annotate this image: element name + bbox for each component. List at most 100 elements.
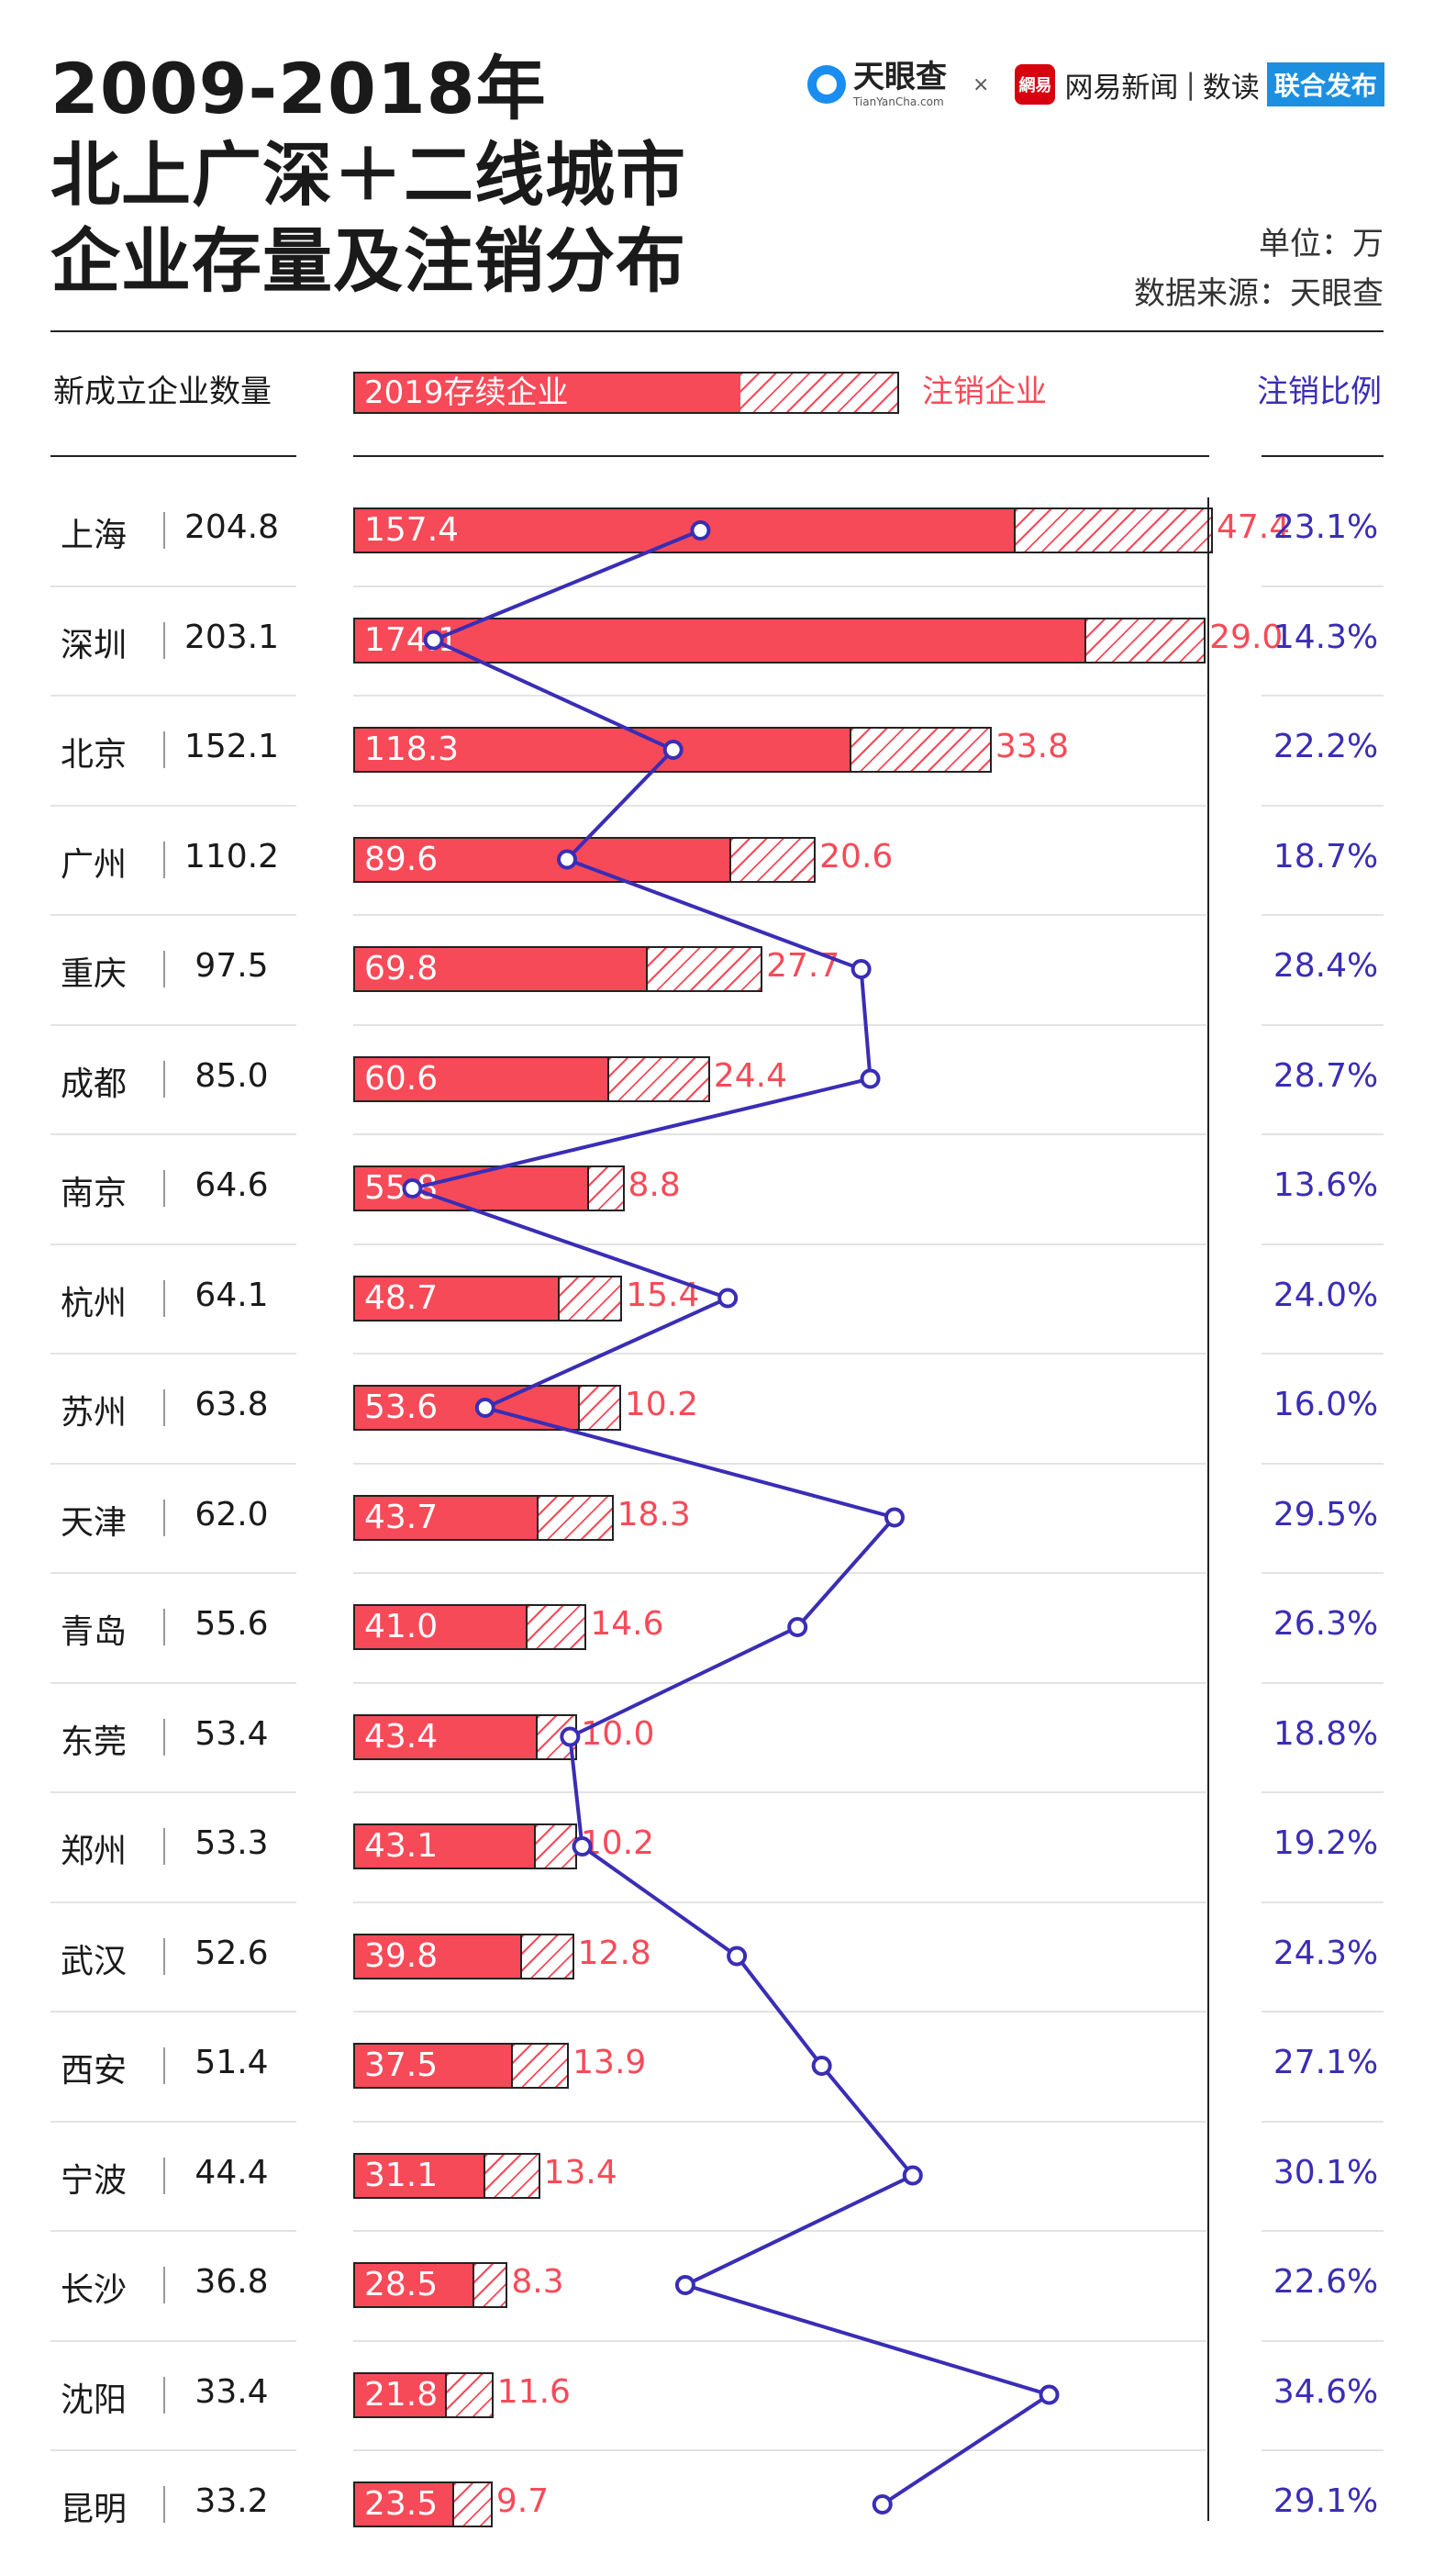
cancelled-value: 12.8 [577, 1934, 651, 1972]
surviving-bar: 89.6 [353, 836, 729, 883]
cancelled-value: 10.0 [581, 1714, 655, 1753]
cancelled-bar [520, 1933, 574, 1979]
ratio-point [811, 2056, 832, 2076]
row-divider-right [1262, 2120, 1384, 2123]
row-divider-middle [353, 2230, 1206, 2233]
new-established-value: 203.1 [183, 618, 280, 656]
ratio-point [1039, 2384, 1060, 2405]
new-established-value: 62.0 [195, 1495, 269, 1533]
surviving-bar: 53.6 [353, 1385, 579, 1431]
title-line-1: 2009-2018年 [50, 48, 547, 129]
row-divider-right [1262, 585, 1384, 587]
row-divider-left [50, 1023, 296, 1026]
new-established-value: 204.8 [183, 508, 280, 546]
surviving-bar: 43.7 [353, 1494, 537, 1541]
row-divider-right [1262, 2230, 1384, 2233]
row-divider-left [50, 1133, 296, 1136]
cancelled-bar [1084, 617, 1206, 664]
surviving-bar: 55.8 [353, 1165, 588, 1211]
city-label: 北京 [61, 736, 128, 774]
row-divider-left [50, 2011, 296, 2013]
ratio-point [850, 959, 872, 979]
city-label: 武汉 [61, 1942, 128, 1980]
cancelled-bar [525, 1604, 587, 1650]
row-divider-right [1262, 1462, 1384, 1465]
ratio-point [787, 1617, 808, 1637]
cancelled-bar [444, 2371, 494, 2418]
cancelled-value: 15.4 [626, 1276, 700, 1314]
surviving-bar: 39.8 [353, 1933, 521, 1979]
new-established-value: 44.4 [195, 2153, 269, 2191]
ratio-value: 24.0% [1273, 1276, 1379, 1314]
city-label: 广州 [61, 845, 128, 884]
tianyancha-domain: TianYanCha.com [853, 95, 944, 108]
title-line-2: 北上广深＋二线城市 [50, 134, 686, 216]
ratio-value: 28.7% [1273, 1056, 1379, 1095]
cancelled-bar [557, 1275, 623, 1321]
row-divider-right [1262, 804, 1384, 807]
row-divider-left [50, 695, 296, 697]
row-divider-middle [353, 2011, 1206, 2013]
surviving-bar: 48.7 [353, 1275, 558, 1321]
city-label: 天津 [61, 1503, 128, 1542]
city-separator [163, 1828, 165, 1865]
row-divider-right [1262, 1572, 1384, 1575]
surviving-bar: 69.8 [353, 946, 647, 992]
row-divider-left [50, 1681, 296, 1684]
legend: 2019存续企业 [353, 372, 899, 414]
tianyancha-logo-icon [807, 65, 846, 104]
ratio-value: 24.3% [1273, 1934, 1379, 1972]
cancelled-bar [850, 727, 992, 773]
cancelled-bar [607, 1055, 710, 1102]
ratio-value: 19.2% [1273, 1824, 1379, 1862]
row-divider-left [50, 2230, 296, 2233]
new-established-value: 53.4 [195, 1714, 269, 1753]
row-divider-middle [353, 1243, 1206, 1245]
legend-surviving-swatch: 2019存续企业 [355, 374, 740, 412]
row-divider-left [50, 1572, 296, 1575]
row-divider-middle [353, 2120, 1206, 2123]
city-label: 上海 [61, 517, 128, 554]
row-divider-left [50, 914, 296, 917]
ratio-value: 30.1% [1273, 2153, 1379, 2191]
new-established-value: 152.1 [183, 728, 280, 765]
city-separator [163, 951, 165, 987]
city-separator [163, 1060, 165, 1098]
row-divider-right [1262, 2339, 1384, 2342]
city-separator [163, 1718, 165, 1756]
row-divider-left [50, 2120, 296, 2123]
city-label: 杭州 [61, 1284, 128, 1322]
new-established-value: 36.8 [195, 2263, 269, 2301]
row-divider-right [1262, 1681, 1384, 1684]
row-divider-middle [353, 695, 1206, 697]
ratio-value: 13.6% [1273, 1166, 1379, 1204]
city-label: 长沙 [61, 2271, 128, 2309]
city-separator [163, 1170, 165, 1207]
cancelled-value: 18.3 [617, 1495, 691, 1533]
new-established-value: 97.5 [195, 947, 269, 985]
netease-name: 网易新闻 [1064, 71, 1179, 105]
cancelled-bar [646, 946, 763, 992]
city-label: 苏州 [61, 1394, 128, 1432]
row-divider-left [50, 804, 296, 807]
new-established-value: 110.2 [183, 837, 280, 875]
chart-right-axis [1207, 497, 1209, 2521]
row-divider-right [1262, 914, 1384, 917]
new-established-value: 33.4 [195, 2372, 269, 2411]
city-separator [163, 1279, 165, 1317]
city-separator [163, 1499, 165, 1536]
ratio-value: 23.1% [1273, 508, 1379, 546]
cancelled-value: 13.4 [543, 2153, 617, 2191]
ratio-point [884, 1507, 905, 1528]
row-divider-right [1262, 1243, 1384, 1245]
header-new-count: 新成立企业数量 [53, 374, 272, 410]
surviving-bar: 118.3 [353, 727, 850, 773]
cancelled-value: 14.6 [590, 1605, 664, 1643]
row-divider-middle [353, 1791, 1206, 1794]
row-divider-left [50, 1243, 296, 1245]
ratio-value: 29.5% [1273, 1495, 1379, 1533]
cancelled-bar [587, 1165, 625, 1211]
cancelled-value: 13.9 [572, 2044, 647, 2081]
ratio-value: 27.1% [1273, 2044, 1379, 2081]
row-divider-left [50, 2339, 296, 2342]
